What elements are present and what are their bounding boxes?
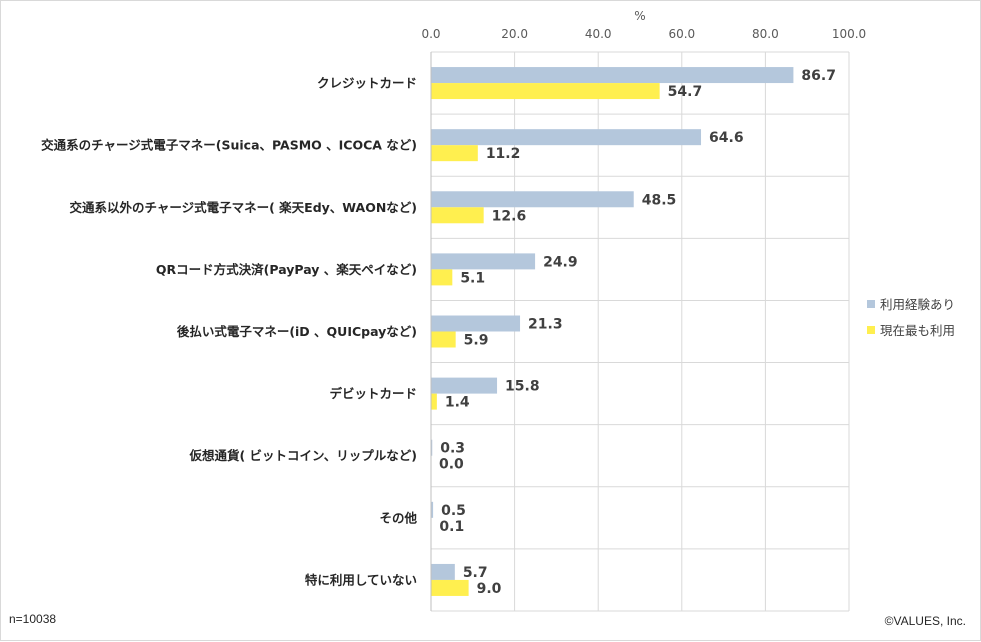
category-label: 交通系以外のチャージ式電子マネー( 楽天Edy、WAONなど) bbox=[69, 200, 417, 215]
category-label: その他 bbox=[379, 510, 417, 525]
data-label: 5.9 bbox=[464, 333, 489, 349]
unit-label: % bbox=[634, 9, 645, 23]
data-label: 0.3 bbox=[440, 441, 465, 457]
data-label: 11.2 bbox=[486, 146, 521, 162]
bar-experience bbox=[431, 67, 793, 83]
data-label: 21.3 bbox=[528, 317, 563, 333]
data-label: 24.9 bbox=[543, 254, 578, 270]
data-label: 12.6 bbox=[492, 208, 527, 224]
category-label: QRコード方式決済(PayPay 、楽天ペイなど) bbox=[156, 262, 417, 277]
bar-most-used bbox=[431, 83, 660, 99]
legend-swatch bbox=[867, 300, 875, 308]
category-label: 特に利用していない bbox=[305, 572, 417, 587]
x-tick-label: 100.0 bbox=[832, 27, 866, 41]
legend-label: 現在最も利用 bbox=[880, 323, 955, 338]
legend-swatch bbox=[867, 326, 875, 334]
data-label: 48.5 bbox=[642, 192, 677, 208]
bar-most-used bbox=[431, 145, 478, 161]
bar-experience bbox=[431, 129, 701, 145]
bar-most-used bbox=[431, 332, 456, 348]
bar-experience bbox=[431, 378, 497, 394]
data-label: 64.6 bbox=[709, 130, 744, 146]
data-label: 9.0 bbox=[477, 581, 502, 597]
bar-experience bbox=[431, 316, 520, 332]
data-label: 0.1 bbox=[439, 519, 464, 535]
bar-experience bbox=[431, 564, 455, 580]
data-label: 86.7 bbox=[801, 68, 836, 84]
bar-experience bbox=[431, 191, 634, 207]
x-tick-label: 80.0 bbox=[752, 27, 779, 41]
category-label: デビットカード bbox=[329, 386, 417, 401]
legend-label: 利用経験あり bbox=[880, 297, 955, 312]
bar-most-used bbox=[431, 207, 484, 223]
x-tick-label: 0.0 bbox=[421, 27, 440, 41]
category-label: 交通系のチャージ式電子マネー(Suica、PASMO 、ICOCA など) bbox=[41, 138, 417, 153]
bar-most-used bbox=[431, 269, 452, 285]
copyright-note: ©VALUES, Inc. bbox=[885, 614, 966, 628]
data-label: 15.8 bbox=[505, 379, 540, 395]
category-label: 後払い式電子マネー(iD 、QUICpayなど) bbox=[177, 324, 417, 339]
category-label: 仮想通貨( ビットコイン、リップルなど) bbox=[188, 448, 417, 463]
bar-experience bbox=[431, 253, 535, 269]
data-label: 1.4 bbox=[445, 395, 470, 411]
category-label: クレジットカード bbox=[317, 76, 417, 91]
sample-size-note: n=10038 bbox=[9, 612, 56, 626]
x-tick-label: 40.0 bbox=[585, 27, 612, 41]
data-label: 0.5 bbox=[441, 503, 466, 519]
bar-most-used bbox=[431, 394, 437, 410]
data-label: 5.1 bbox=[460, 270, 485, 286]
x-tick-label: 60.0 bbox=[668, 27, 695, 41]
data-label: 54.7 bbox=[668, 84, 703, 100]
data-label: 0.0 bbox=[439, 457, 464, 473]
x-tick-label: 20.0 bbox=[501, 27, 528, 41]
bar-most-used bbox=[431, 580, 469, 596]
data-label: 5.7 bbox=[463, 565, 488, 581]
